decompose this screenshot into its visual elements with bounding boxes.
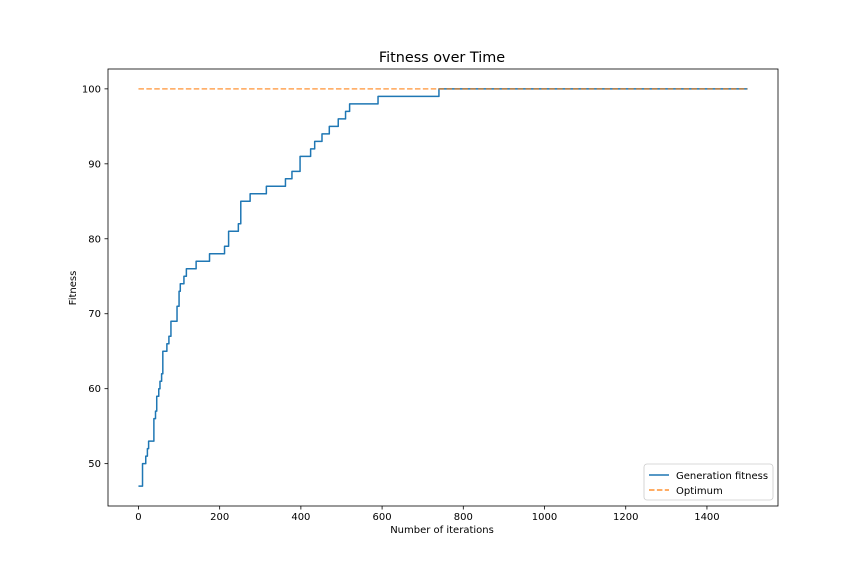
y-tick-label: 60 — [88, 384, 101, 395]
y-axis-label: Fitness — [68, 271, 79, 306]
legend-box — [643, 463, 774, 501]
x-tick-label: 200 — [210, 512, 229, 523]
x-tick-label: 400 — [291, 512, 310, 523]
y-tick-label: 90 — [88, 159, 101, 170]
chart-title: Fitness over Time — [379, 50, 505, 66]
series-line-generation-fitness — [138, 88, 748, 487]
x-tick-label: 0 — [135, 512, 141, 523]
legend: Generation fitness Optimum — [643, 463, 774, 501]
x-axis-ticks: 0 200 400 600 800 1000 1200 1400 — [135, 506, 720, 523]
y-tick-label: 50 — [88, 459, 101, 470]
y-tick-label: 70 — [88, 309, 101, 320]
y-axis-ticks: 50 60 70 80 90 100 — [82, 84, 108, 470]
x-axis-label: Number of iterations — [390, 525, 494, 536]
x-tick-label: 1400 — [694, 512, 719, 523]
x-tick-label: 1000 — [532, 512, 557, 523]
x-tick-label: 600 — [373, 512, 392, 523]
y-tick-label: 100 — [82, 84, 101, 95]
axes-frame — [107, 68, 779, 507]
x-tick-label: 800 — [454, 512, 473, 523]
y-tick-label: 80 — [88, 234, 101, 245]
legend-label-generation-fitness: Generation fitness — [676, 471, 768, 482]
x-tick-label: 1200 — [613, 512, 638, 523]
series-layer — [138, 88, 748, 487]
legend-label-optimum: Optimum — [676, 486, 723, 497]
